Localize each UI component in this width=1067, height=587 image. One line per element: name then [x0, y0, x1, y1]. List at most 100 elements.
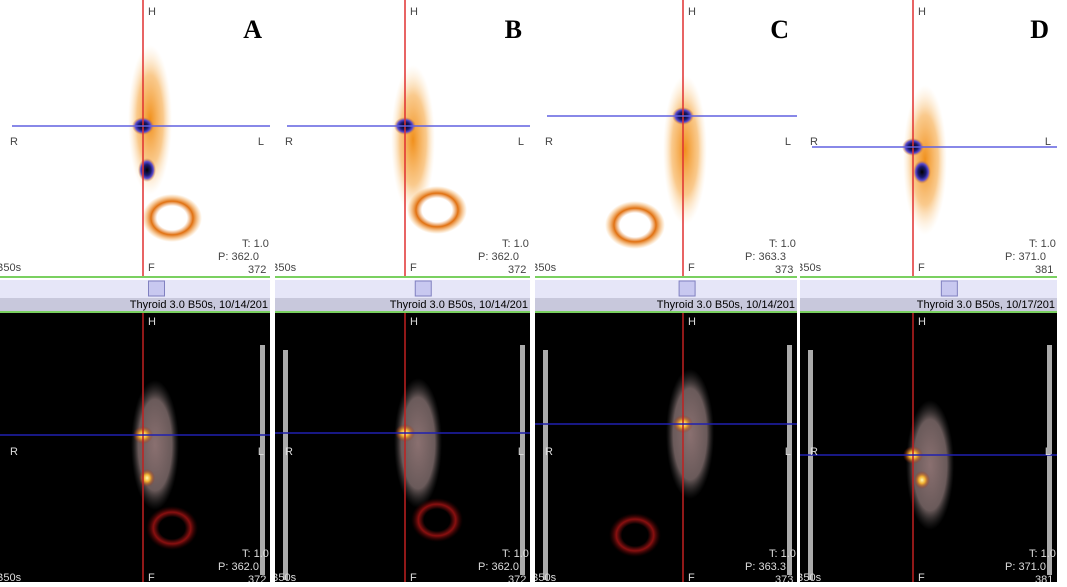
orientation-label: L — [1045, 446, 1051, 458]
ct-view — [535, 313, 797, 582]
orientation-label: L — [1045, 136, 1051, 148]
toolbar — [0, 280, 270, 298]
view-info: P: 362.0 — [218, 251, 259, 263]
orientation-label: F — [410, 572, 417, 582]
divider — [535, 276, 797, 278]
ct-bar — [260, 345, 265, 575]
ct-bar — [543, 350, 548, 580]
ct-spot — [914, 471, 930, 489]
ct-body — [666, 369, 714, 499]
view-info: 381 — [1035, 264, 1053, 276]
uptake-ring — [605, 201, 665, 249]
view-info: T: 1.0 — [769, 238, 796, 250]
view-info: 372 — [508, 574, 526, 582]
series-label: Thyroid 3.0 B50s, 10/17/201 — [917, 299, 1055, 311]
orientation-label: F — [410, 262, 417, 274]
view-info: B50s — [796, 262, 822, 274]
view-info: B50s — [0, 572, 22, 582]
orientation-label: H — [410, 6, 418, 18]
panel: Thyroid 3.0 B50s, 10/14/201 H F R L B50s T: 1.… — [531, 0, 797, 582]
panel-label: B — [505, 15, 522, 44]
toolbar — [535, 280, 797, 298]
ct-ring — [146, 506, 198, 550]
orientation-label: R — [810, 446, 818, 458]
view-info: P: 362.0 — [478, 561, 519, 573]
panel-label: D — [1030, 15, 1049, 44]
orientation-label: H — [918, 316, 926, 328]
ct-bar — [1047, 345, 1052, 575]
orientation-label: L — [258, 446, 264, 458]
ct-spot — [139, 469, 155, 487]
view-info: P: 371.0 — [1005, 251, 1046, 263]
view-info: T: 1.0 — [502, 238, 529, 250]
ct-bar — [787, 345, 792, 575]
orientation-label: R — [810, 136, 818, 148]
orientation-label: H — [148, 316, 156, 328]
divider — [0, 311, 270, 313]
orientation-label: L — [785, 136, 791, 148]
view-info: P: 362.0 — [478, 251, 519, 263]
series-label: Thyroid 3.0 B50s, 10/14/201 — [130, 299, 268, 311]
ct-bar — [283, 350, 288, 580]
orientation-label: H — [410, 316, 418, 328]
hot-spot — [138, 158, 156, 182]
orientation-label: F — [688, 262, 695, 274]
view-info: B50s — [271, 572, 297, 582]
header-bar — [800, 298, 1057, 311]
view-info: B50s — [0, 262, 22, 274]
orientation-label: H — [688, 316, 696, 328]
ct-body — [131, 380, 179, 510]
divider — [800, 311, 1057, 313]
panel: Thyroid 3.0 B50s, 10/14/201 H F R L B50s T: 1.… — [271, 0, 530, 582]
toolbar — [800, 280, 1057, 298]
divider — [275, 311, 530, 313]
divider — [275, 276, 530, 278]
view-info: T: 1.0 — [1029, 238, 1056, 250]
view-info: B50s — [796, 572, 822, 582]
orientation-label: L — [258, 136, 264, 148]
toolbar-button — [940, 280, 958, 297]
orientation-label: R — [285, 446, 293, 458]
uptake — [903, 85, 947, 235]
view-info: B50s — [531, 262, 557, 274]
panel-label: A — [243, 15, 262, 44]
ct-bar — [520, 345, 525, 575]
view-info: 372 — [248, 264, 266, 276]
divider — [535, 311, 797, 313]
orientation-label: L — [518, 446, 524, 458]
orientation-label: R — [10, 136, 18, 148]
view-info: T: 1.0 — [242, 238, 269, 250]
view-info: T: 1.0 — [502, 548, 529, 560]
view-info: B50s — [271, 262, 297, 274]
orientation-label: H — [918, 6, 926, 18]
orientation-label: R — [285, 136, 293, 148]
view-info: P: 363.3 — [745, 561, 786, 573]
uptake — [391, 65, 435, 215]
view-info: 373 — [775, 574, 793, 582]
panel: Thyroid 3.0 B50s, 10/17/201 H F R L B50s T: 1.… — [796, 0, 1057, 582]
uptake-ring — [407, 186, 467, 234]
orientation-label: L — [518, 136, 524, 148]
view-info: B50s — [531, 572, 557, 582]
view-info: T: 1.0 — [242, 548, 269, 560]
view-info: P: 371.0 — [1005, 561, 1046, 573]
toolbar-button — [148, 280, 165, 297]
toolbar — [275, 280, 530, 298]
view-info: 381 — [1035, 574, 1053, 582]
orientation-label: R — [545, 446, 553, 458]
orientation-label: F — [148, 572, 155, 582]
orientation-label: H — [148, 6, 156, 18]
ct-body — [394, 378, 442, 508]
orientation-label: F — [688, 572, 695, 582]
orientation-label: L — [785, 446, 791, 458]
view-info: 372 — [248, 574, 266, 582]
divider — [0, 276, 270, 278]
view-info: P: 362.0 — [218, 561, 259, 573]
header-bar — [535, 298, 797, 311]
panel: Thyroid 3.0 B50s, 10/14/201 H F R L B50s T: 1.… — [0, 0, 270, 582]
uptake-ring — [142, 194, 202, 242]
orientation-label: F — [148, 262, 155, 274]
view-info: T: 1.0 — [769, 548, 796, 560]
orientation-label: H — [688, 6, 696, 18]
